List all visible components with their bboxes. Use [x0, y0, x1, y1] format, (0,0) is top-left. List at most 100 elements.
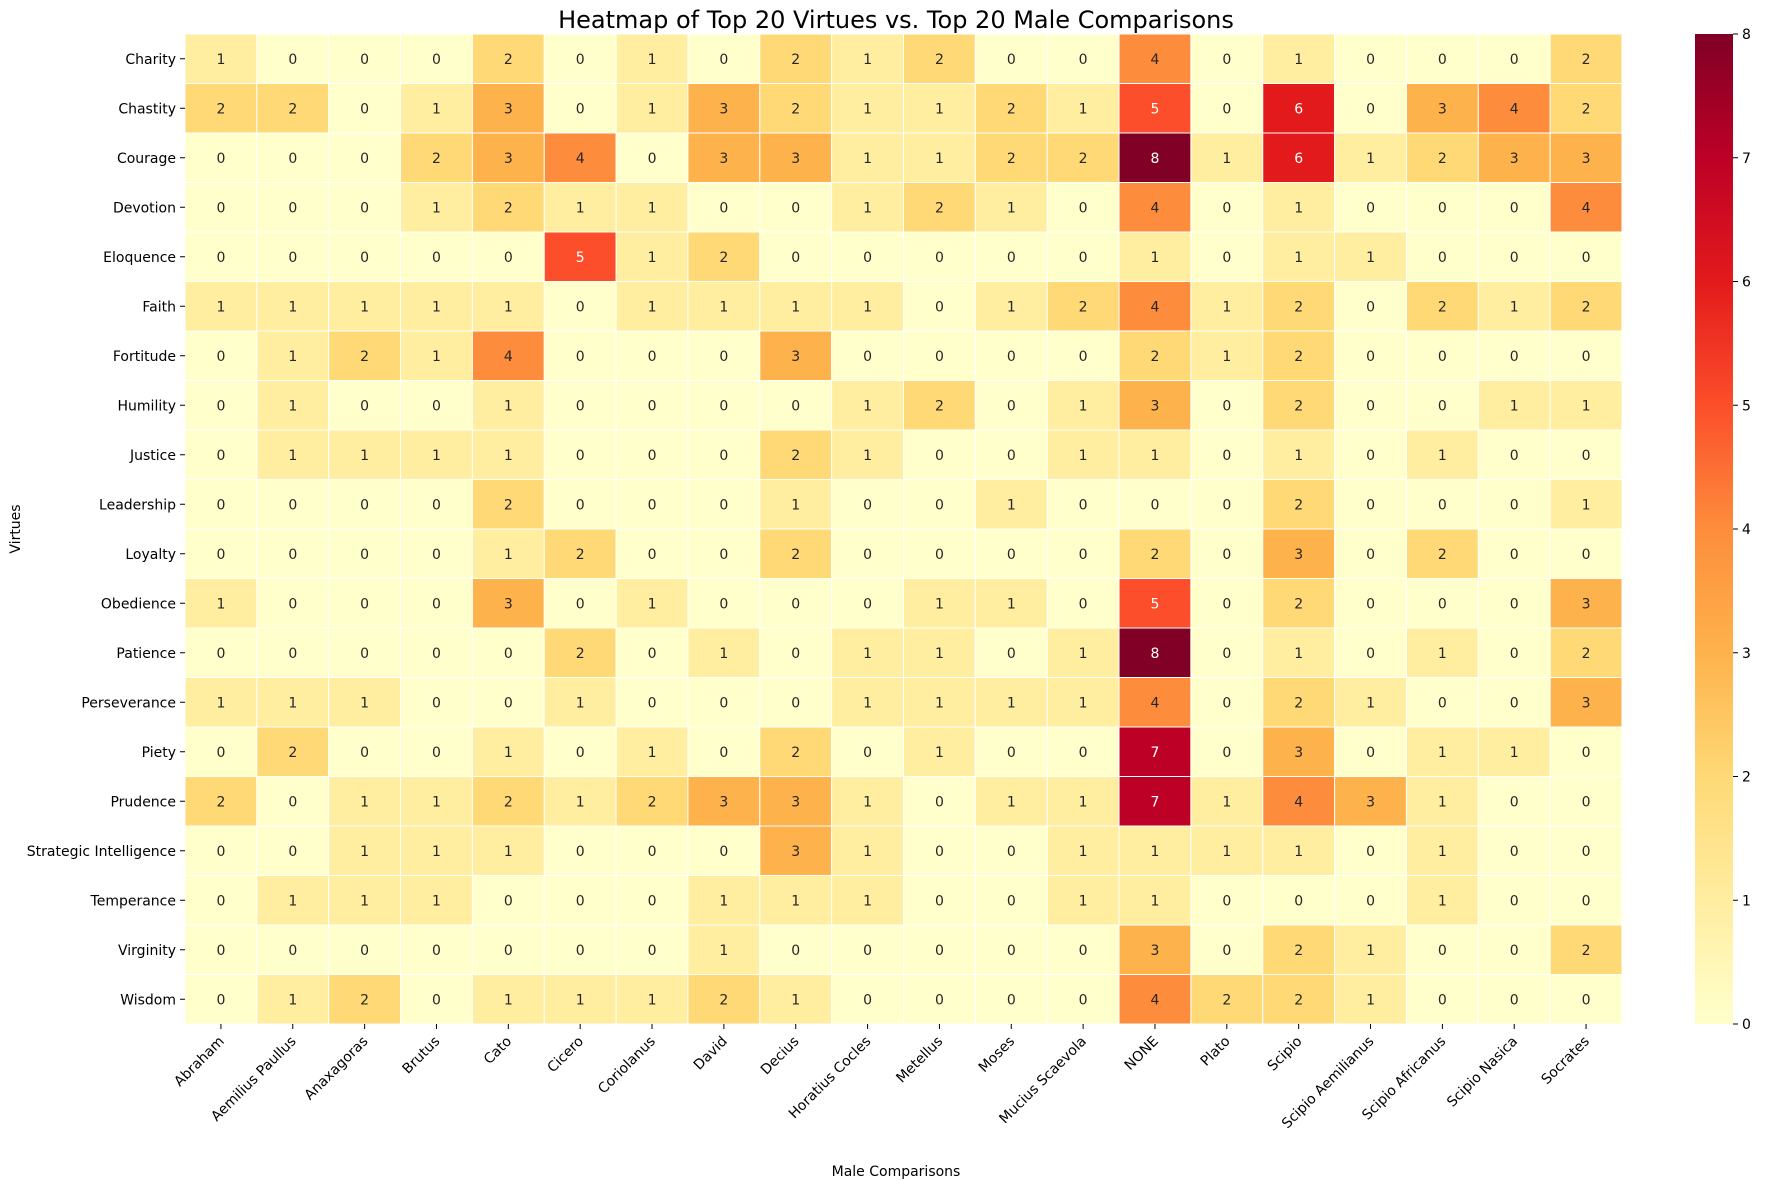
heatmap-cell: [1190, 974, 1264, 1025]
heatmap-cell: [903, 875, 976, 926]
heatmap-cell: [256, 33, 330, 84]
cell-value-label: 0: [1079, 200, 1088, 216]
cell-value-label: 0: [1222, 547, 1231, 563]
cell-value-label: 0: [863, 497, 872, 513]
cell-value-label: 1: [432, 349, 441, 365]
heatmap-cell: [759, 924, 833, 975]
heatmap-cell: [759, 83, 833, 134]
heatmap-cell: [687, 231, 761, 282]
cell-value-label: 0: [648, 547, 657, 563]
heatmap-cell: [1334, 726, 1407, 777]
heatmap-cell: [1334, 528, 1407, 579]
cell-value-label: 0: [432, 695, 441, 711]
cell-value-label: 0: [432, 943, 441, 959]
cell-value-label: 2: [1222, 992, 1231, 1008]
cell-value-label: 1: [863, 151, 872, 167]
cell-value-label: 2: [504, 497, 513, 513]
cell-value-label: 1: [288, 398, 297, 414]
heatmap-cell: [615, 231, 689, 282]
heatmap-cell: [759, 677, 833, 728]
heatmap-cell: [615, 330, 689, 381]
colorbar-tick-label: 4: [1742, 522, 1751, 538]
cell-value-label: 0: [288, 844, 297, 860]
heatmap-cell: [1477, 429, 1551, 480]
cell-value-label: 2: [1438, 299, 1447, 315]
heatmap-cell: [1549, 281, 1623, 332]
heatmap-cell: [1262, 726, 1336, 777]
heatmap-cell: [328, 578, 402, 629]
cell-value-label: 1: [648, 101, 657, 117]
cell-value-label: 1: [791, 893, 800, 909]
heatmap-cell: [1477, 132, 1551, 183]
cell-value-label: 0: [719, 52, 728, 68]
cell-value-label: 0: [648, 349, 657, 365]
heatmap-cell: [687, 429, 761, 480]
cell-value-label: 1: [719, 893, 728, 909]
cell-value-label: 1: [863, 101, 872, 117]
cell-value-label: 0: [1366, 596, 1375, 612]
heatmap-cell: [1334, 974, 1407, 1025]
cell-value-label: 0: [719, 497, 728, 513]
y-tick-label: Prudence: [110, 794, 176, 810]
heatmap-cell: [328, 83, 402, 134]
colorbar-tick-label: 6: [1742, 275, 1751, 291]
cell-value-label: 1: [648, 992, 657, 1008]
cell-value-label: 1: [432, 893, 441, 909]
cell-value-label: 0: [360, 943, 369, 959]
heatmap-cell: [615, 380, 689, 431]
heatmap-cell: [1262, 528, 1336, 579]
heatmap-cell: [400, 429, 473, 480]
cell-value-label: 0: [1222, 200, 1231, 216]
heatmap-cell: [1477, 974, 1551, 1025]
heatmap-cell: [903, 479, 976, 530]
heatmap-cell: [328, 677, 402, 728]
cell-value-label: 1: [1510, 299, 1519, 315]
heatmap-cell: [256, 528, 330, 579]
cell-value-label: 3: [1366, 794, 1375, 810]
heatmap-cell: [903, 627, 976, 678]
x-tick-label: Scipio: [1265, 1034, 1306, 1075]
heatmap-cell: [1190, 627, 1264, 678]
cell-value-label: 3: [1582, 151, 1591, 167]
cell-value-label: 0: [1438, 992, 1447, 1008]
heatmap-cell: [1046, 875, 1120, 926]
heatmap-cell: [400, 231, 473, 282]
cell-value-label: 0: [432, 992, 441, 1008]
heatmap-cell: [1118, 33, 1192, 84]
cell-value-label: 3: [791, 844, 800, 860]
heatmap-cell: [400, 330, 473, 381]
heatmap-cell: [256, 974, 330, 1025]
y-tick-label: Perseverance: [81, 695, 176, 711]
cell-value-label: 3: [504, 101, 513, 117]
heatmap-cell: [256, 281, 330, 332]
heatmap-cell: [256, 380, 330, 431]
heatmap-cell: [1549, 182, 1623, 233]
cell-value-label: 2: [288, 101, 297, 117]
cell-value-label: 0: [1007, 398, 1016, 414]
cell-value-label: 4: [1510, 101, 1519, 117]
heatmap-cell: [974, 281, 1048, 332]
cell-value-label: 0: [288, 596, 297, 612]
colorbar-tick-label: 7: [1742, 151, 1751, 167]
heatmap-cell: [543, 578, 617, 629]
heatmap-cell: [471, 627, 545, 678]
heatmap-cell: [903, 132, 976, 183]
y-axis-ticks: Charity Chastity Courage Devotion Eloquence F…: [27, 52, 185, 1008]
cell-value-label: 1: [1007, 299, 1016, 315]
cell-value-label: 0: [1438, 52, 1447, 68]
cell-value-label: 0: [1582, 844, 1591, 860]
cell-value-label: 0: [1510, 695, 1519, 711]
cell-value-label: 1: [1510, 745, 1519, 761]
heatmap-cell: [1190, 231, 1264, 282]
cell-value-label: 0: [1007, 547, 1016, 563]
heatmap-cell: [1190, 132, 1264, 183]
cell-value-label: 0: [648, 448, 657, 464]
cell-value-label: 1: [1079, 646, 1088, 662]
cell-value-label: 1: [1007, 596, 1016, 612]
heatmap-cell: [1405, 924, 1479, 975]
cell-value-label: 1: [504, 299, 513, 315]
cell-value-label: 1: [1438, 844, 1447, 860]
y-tick-label: Strategic Intelligence: [27, 844, 176, 860]
cell-value-label: 0: [1438, 398, 1447, 414]
cell-value-label: 1: [1079, 398, 1088, 414]
